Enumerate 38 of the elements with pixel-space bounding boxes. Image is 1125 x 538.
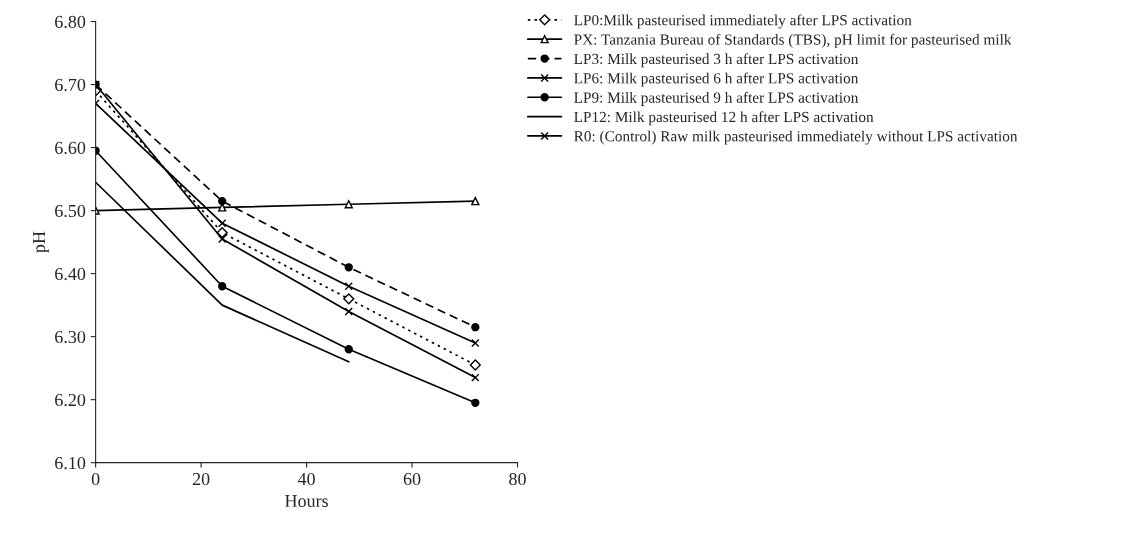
point [218, 234, 227, 244]
point [344, 263, 353, 272]
point [218, 282, 227, 291]
legend-label: LP9: Milk pasteurised 9 h after LPS activation [574, 91, 859, 106]
y-tick-label: 6.80 [55, 15, 86, 29]
point [471, 373, 480, 382]
legend-label: LP3: Milk pasteurised 3 h after LPS activation [574, 53, 859, 68]
point [471, 323, 480, 332]
point [471, 398, 480, 407]
point [344, 307, 353, 316]
point [344, 200, 353, 209]
legend-label: LP12: Milk pasteurised 12 h after LPS activation [574, 111, 874, 126]
y-axis-title: pH [33, 231, 49, 253]
point [471, 196, 480, 206]
x-tick-label: 60 [403, 472, 421, 486]
point [343, 293, 355, 305]
point [344, 345, 353, 354]
legend-label: LP0:Milk pasteurised immediately after LPS activation [574, 14, 912, 29]
x-tick-label: 80 [509, 472, 526, 486]
point [344, 282, 353, 291]
x-tick-label: 40 [297, 472, 315, 486]
point [471, 338, 480, 348]
point [469, 359, 481, 371]
y-tick-label: 6.30 [55, 330, 86, 344]
y-tick-label: 6.50 [55, 204, 86, 218]
legend-label: PX: Tanzania Bureau of Standards (TBS), pH limit for pasteurised milk [574, 33, 1012, 48]
legend-label: R0: (Control) Raw milk pasteurised immediately without LPS activation [574, 130, 1018, 145]
x-axis-title: Hours [285, 495, 328, 508]
y-tick-label: 6.10 [55, 456, 86, 470]
y-tick-label: 6.40 [55, 267, 86, 281]
point [218, 219, 227, 228]
point [218, 196, 227, 206]
x-tick-label: 20 [192, 472, 210, 486]
legend-label: LP6: Milk pasteurised 6 h after LPS activation [574, 72, 859, 87]
x-tick-label: 0 [91, 472, 100, 486]
y-tick-label: 6.20 [55, 393, 86, 407]
y-tick-label: 6.70 [55, 78, 86, 92]
y-tick-label: 6.60 [55, 141, 86, 155]
